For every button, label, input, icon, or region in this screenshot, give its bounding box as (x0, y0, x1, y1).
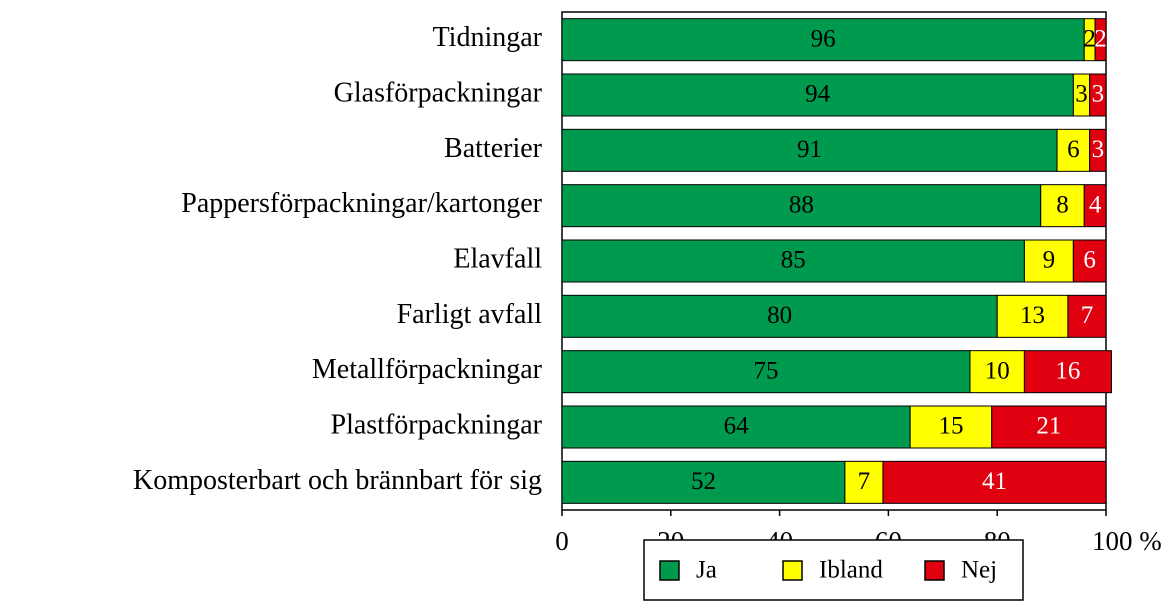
bar-segment (969, 350, 1025, 394)
bar-segment (561, 239, 1025, 283)
legend-label: Nej (961, 557, 997, 584)
y-tick-label: Farligt avfall (397, 299, 543, 330)
data-label: 85 (781, 247, 806, 274)
legend-swatch (782, 560, 803, 581)
data-label: 80 (767, 302, 792, 329)
bar-segment (1072, 239, 1107, 283)
bar-segment (1089, 128, 1107, 172)
bar-segment (1067, 294, 1107, 338)
legend-swatch (924, 560, 945, 581)
bar-segment (1023, 350, 1112, 394)
bar-segment (1083, 184, 1107, 228)
bar-segment (991, 405, 1107, 449)
data-label: 41 (982, 468, 1007, 495)
bar-segment (1094, 18, 1107, 62)
data-label: 10 (985, 357, 1010, 384)
data-label: 15 (938, 413, 963, 440)
y-tick-label: Plastförpackningar (331, 409, 543, 440)
data-label: 94 (805, 81, 831, 108)
y-tick-label: Batterier (444, 133, 543, 164)
legend-label: Ibland (819, 557, 883, 584)
bar-segment (844, 460, 884, 504)
y-tick-label: Metallförpackningar (312, 354, 543, 385)
data-label: 7 (858, 468, 871, 495)
data-label: 52 (691, 468, 716, 495)
data-label: 2 (1094, 25, 1107, 52)
data-label: 75 (754, 357, 779, 384)
data-label: 21 (1036, 413, 1061, 440)
bar-segment (561, 405, 911, 449)
data-label: 96 (811, 25, 836, 52)
bar-segment (1089, 73, 1107, 117)
data-label: 7 (1081, 302, 1094, 329)
bar-segment (561, 460, 846, 504)
y-tick-label: Pappersförpackningar/kartonger (181, 188, 542, 219)
bar-segment (561, 128, 1058, 172)
bar-segment (561, 73, 1074, 117)
data-label: 88 (789, 191, 814, 218)
data-label: 3 (1092, 81, 1105, 108)
bar-segment (561, 184, 1042, 228)
x-tick-label: 0 (555, 526, 569, 556)
bar-segment (909, 405, 993, 449)
data-label: 3 (1075, 81, 1088, 108)
data-label: 4 (1089, 191, 1102, 218)
legend-swatch (659, 560, 680, 581)
bar-segment (996, 294, 1069, 338)
y-tick-label: Elavfall (453, 243, 542, 274)
legend-label: Ja (696, 557, 717, 584)
data-label: 16 (1055, 357, 1080, 384)
data-label: 8 (1056, 191, 1069, 218)
data-label: 6 (1067, 136, 1080, 163)
y-tick-label: Glasförpackningar (334, 77, 543, 108)
bar-segment (882, 460, 1107, 504)
data-label: 91 (797, 136, 822, 163)
data-label: 13 (1020, 302, 1045, 329)
legend-box (643, 539, 1024, 601)
y-tick-label: Tidningar (433, 22, 543, 53)
data-label: 64 (724, 413, 750, 440)
data-label: 9 (1043, 247, 1056, 274)
y-tick-label: Komposterbart och brännbart för sig (133, 465, 542, 496)
bar-segment (1040, 184, 1085, 228)
data-label: 3 (1092, 136, 1105, 163)
bar-segment (561, 294, 998, 338)
data-label: 6 (1083, 247, 1096, 274)
x-tick-label: 100 % (1092, 526, 1162, 556)
data-label: 2 (1083, 25, 1096, 52)
